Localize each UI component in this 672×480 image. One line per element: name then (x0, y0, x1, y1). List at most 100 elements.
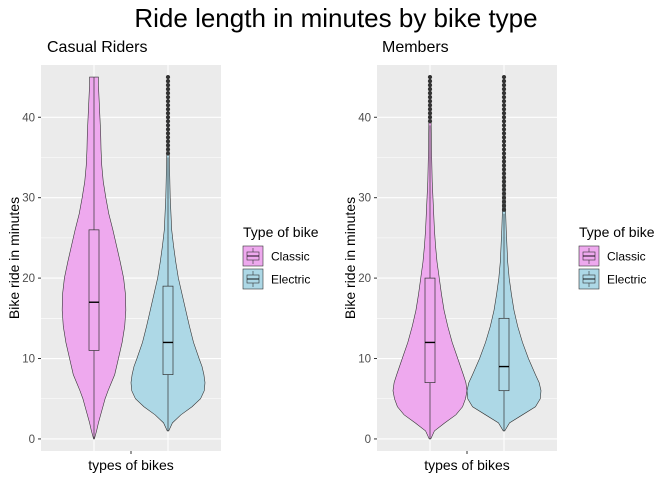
box-iqr (162, 285, 174, 375)
outlier-point (427, 91, 433, 96)
outlier-point (501, 135, 507, 140)
outlier-point (165, 78, 171, 84)
box-iqr (498, 317, 510, 392)
outlier-point (165, 115, 171, 120)
outlier-point (165, 107, 171, 112)
legend-key-electric (242, 268, 264, 290)
violin-classic (392, 74, 468, 440)
y-tick-label: 30 (22, 193, 35, 205)
outlier-point (501, 155, 507, 160)
outlier-point (501, 195, 507, 200)
subplot-title: Members (382, 39, 449, 56)
outlier-point (501, 199, 507, 204)
outlier-point (165, 119, 171, 124)
outlier-point (501, 91, 507, 96)
outlier-point (501, 187, 507, 192)
outlier-point (501, 78, 507, 84)
outlier-point (427, 111, 433, 116)
outlier-point (165, 83, 171, 88)
box-iqr (424, 277, 436, 383)
subplot-2: Members 0 10 20 30 40 types of bikes Bike ride … (342, 39, 655, 473)
outlier-point (501, 111, 507, 116)
y-tick-label: 30 (358, 193, 371, 205)
legend-label: Classic (607, 250, 646, 264)
y-tick-label: 40 (22, 112, 35, 124)
outlier-point (501, 119, 507, 124)
violin-classic (61, 76, 127, 440)
outlier-point (165, 87, 171, 92)
outlier-point (501, 191, 507, 196)
outlier-point (501, 99, 507, 104)
outlier-point (165, 103, 171, 108)
outlier-point (501, 123, 507, 128)
outlier-point (501, 151, 507, 156)
outlier-point (501, 203, 507, 208)
legend: Type of bike Classic Electric (242, 224, 319, 290)
legend-title: Type of bike (579, 224, 655, 240)
outlier-point (501, 131, 507, 136)
subplot-1: Casual Riders 0 10 20 30 40 types of bikes Bike… (6, 39, 319, 473)
legend-label: Electric (607, 273, 646, 287)
outlier-point (427, 99, 433, 104)
y-tick-label: 10 (22, 354, 35, 366)
outlier-point (165, 99, 171, 104)
outlier-point (501, 207, 507, 212)
plots-container: Casual Riders 0 10 20 30 40 types of bikes Bike… (6, 39, 655, 473)
outlier-point (165, 91, 171, 96)
outlier-point (427, 87, 433, 92)
outlier-point (501, 175, 507, 180)
y-tick-label: 20 (22, 273, 35, 285)
legend: Type of bike Classic Electric (578, 224, 655, 290)
legend-label: Electric (271, 273, 310, 287)
outlier-point (427, 103, 433, 108)
outlier-point (165, 74, 171, 80)
outlier-point (501, 163, 507, 168)
outlier-point (165, 135, 171, 140)
x-axis-title: types of bikes (88, 457, 174, 473)
outlier-point (501, 179, 507, 184)
outlier-point (427, 78, 433, 84)
outlier-point (165, 147, 171, 152)
outlier-point (427, 107, 433, 112)
outlier-point (501, 143, 507, 148)
outlier-point (427, 115, 433, 120)
legend-label: Classic (271, 250, 310, 264)
outlier-point (165, 111, 171, 116)
legend-key-classic (242, 245, 264, 267)
x-axis-title: types of bikes (424, 457, 510, 473)
outlier-point (165, 139, 171, 144)
outlier-point (427, 83, 433, 88)
outlier-point (501, 127, 507, 132)
outlier-point (165, 131, 171, 136)
y-tick-label: 20 (358, 273, 371, 285)
outlier-point (501, 171, 507, 176)
outlier-point (427, 119, 433, 124)
subplot-title: Casual Riders (47, 39, 147, 56)
y-axis-title: Bike ride in minutes (6, 197, 22, 319)
outlier-point (501, 147, 507, 152)
y-tick-label: 40 (358, 112, 371, 124)
outlier-point (165, 143, 171, 148)
outlier-point (501, 159, 507, 164)
outlier-point (165, 127, 171, 132)
outlier-point (501, 107, 507, 112)
y-tick-label: 0 (365, 434, 371, 446)
outlier-point (501, 74, 507, 80)
outlier-point (501, 83, 507, 88)
violin-electric (466, 74, 542, 432)
outlier-point (501, 167, 507, 172)
box-iqr (88, 229, 100, 351)
outlier-point (501, 139, 507, 144)
y-tick-label: 0 (29, 434, 35, 446)
legend-title: Type of bike (243, 224, 319, 240)
outlier-point (165, 151, 171, 156)
outlier-point (501, 87, 507, 92)
legend-key-electric (578, 268, 600, 290)
outlier-point (501, 103, 507, 108)
outlier-point (427, 74, 433, 80)
y-tick-label: 10 (358, 354, 371, 366)
outlier-point (427, 95, 433, 100)
outlier-point (165, 95, 171, 100)
outlier-point (165, 123, 171, 128)
